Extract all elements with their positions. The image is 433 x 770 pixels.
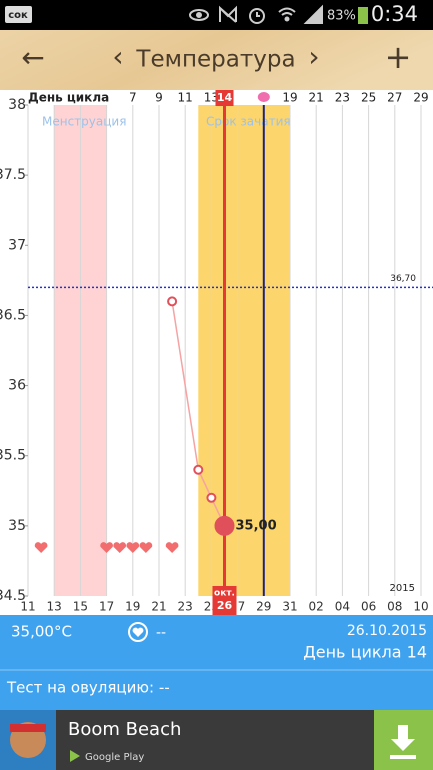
today-top [215, 90, 234, 106]
x-tick-label: 11 [20, 600, 35, 614]
x-tick-label: 04 [335, 600, 350, 614]
ad-store: Google Play [85, 752, 144, 763]
prev-button[interactable]: ‹ [112, 40, 123, 73]
y-tick-label: 38 [8, 97, 26, 113]
ad-title: Boom Beach [68, 719, 181, 740]
heart [34, 542, 48, 553]
battery: 83% [327, 9, 356, 24]
carrier-icon [5, 6, 32, 23]
temperature-point [214, 515, 235, 536]
heart-icon [132, 627, 144, 637]
x-tick-label: 17 [99, 600, 114, 614]
cycle-day-label: 29 [413, 91, 428, 105]
download-icon [390, 725, 416, 759]
next-button[interactable]: › [308, 40, 319, 73]
status-bar [0, 0, 433, 30]
note: -- [156, 625, 166, 641]
x-tick-label: 15 [73, 600, 88, 614]
today-month: окт. [214, 589, 235, 599]
x-tick-label: 23 [178, 600, 193, 614]
temperature-line [171, 301, 226, 527]
status-icons [189, 4, 323, 24]
battery-icon [358, 7, 368, 24]
cycle-day-label: 11 [178, 91, 193, 105]
ovulation-icon [257, 92, 270, 102]
screen-title: Температура [135, 47, 295, 73]
heart [126, 542, 140, 553]
x-tick-label: 02 [309, 600, 324, 614]
y-tick-label: 37 [8, 237, 26, 253]
x-tick-label: 21 [151, 600, 166, 614]
x-tick-label: 13 [47, 600, 62, 614]
info-panel [0, 615, 433, 710]
cycle-day-label: 7 [129, 91, 137, 105]
cycle-day-label: 25 [361, 91, 376, 105]
y-tick-label: 37.5 [0, 167, 26, 183]
date: 26.10.2015 [347, 623, 427, 639]
chart: 11 13 15 17 19 21 23 25 27 29 31 02 04 06 08 10 34.5 35 35… [0, 90, 433, 615]
today-cycle-day: 14 [217, 91, 233, 104]
temperature-point [167, 296, 178, 307]
band [198, 105, 290, 596]
cycle-day-label: 19 [282, 91, 297, 105]
value-label: 35,00 [236, 518, 277, 533]
y-tick-label: 36.5 [0, 307, 26, 323]
cycle-day: День цикла 14 [303, 643, 427, 662]
year-label: 2015 [390, 583, 415, 594]
heart [139, 542, 153, 553]
clock: 0:34 [371, 2, 418, 26]
band-label: Менструация [42, 115, 126, 129]
cycle-day-label: 27 [387, 91, 402, 105]
cycle-day-label: 21 [309, 91, 324, 105]
store-icon [70, 750, 80, 762]
today-bottom [212, 586, 237, 615]
ovulation-test[interactable]: Тест на овуляцию: -- [6, 679, 170, 697]
heart [165, 542, 179, 553]
y-tick-label: 35.5 [0, 448, 26, 464]
y-tick-label: 36 [8, 378, 26, 394]
ad-banner[interactable] [0, 710, 433, 770]
today-day: 26 [217, 599, 233, 612]
carrier: сок [8, 10, 28, 21]
cycle-day-label: 23 [335, 91, 350, 105]
temperature: 35,00°C [11, 623, 72, 641]
heart [100, 542, 113, 553]
note-icon[interactable] [128, 622, 148, 642]
add-button[interactable]: + [385, 38, 412, 76]
x-tick-label: 19 [125, 600, 140, 614]
reference-label: 36,70 [390, 274, 416, 284]
temperature-point [193, 464, 204, 475]
cycle-day-label: 9 [155, 91, 163, 105]
band-label: Срок зачатия [206, 115, 291, 129]
y-tick-label: 35 [8, 518, 26, 534]
temperature-point [206, 492, 217, 503]
x-tick-label: 08 [387, 600, 402, 614]
ad-icon-bandana [10, 724, 46, 732]
x-tick-label: 06 [361, 600, 376, 614]
x-tick-label: 29 [256, 600, 271, 614]
top-axis-title: День цикла [28, 91, 109, 105]
y-tick-label: 34.5 [0, 588, 26, 604]
x-tick-label: 31 [282, 600, 297, 614]
heart [113, 542, 127, 553]
back-button[interactable]: ← [21, 41, 44, 74]
x-tick-label: 10 [413, 600, 428, 614]
cycle-day-label: 13 [204, 91, 219, 105]
header [0, 30, 433, 90]
